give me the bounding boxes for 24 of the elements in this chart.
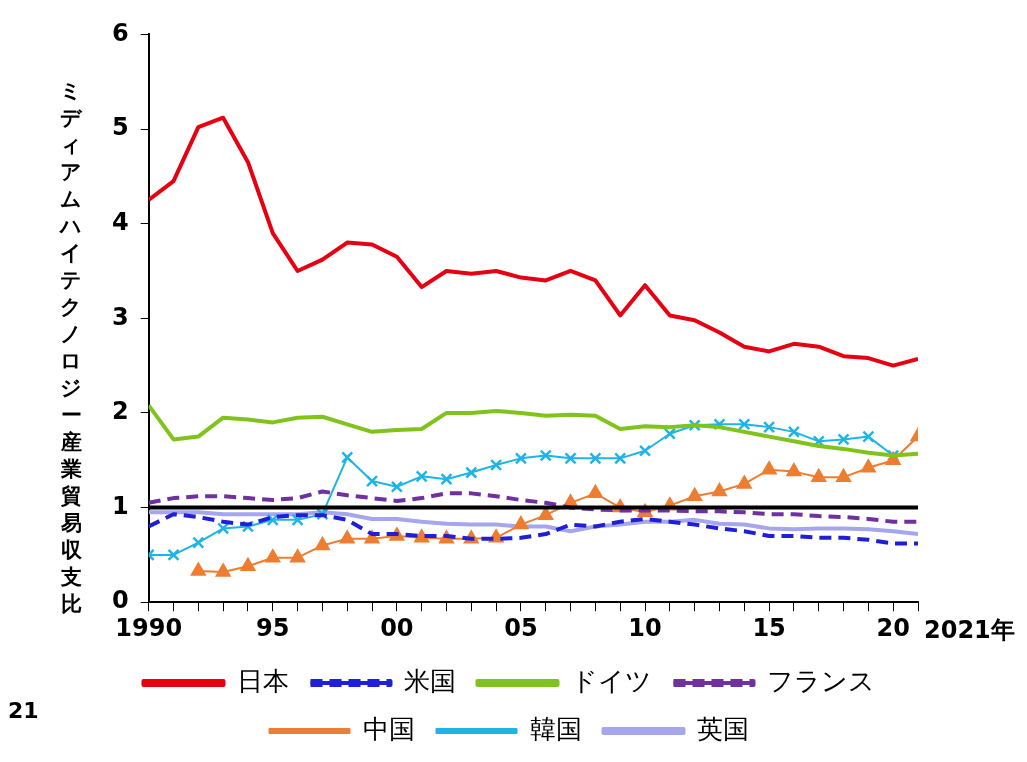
y-tick-label: 6	[112, 18, 129, 47]
legend-label: 米国	[403, 665, 456, 696]
y-tick-label: 5	[112, 113, 129, 142]
y-tick-label: 0	[112, 586, 129, 615]
legend-label: 韓国	[529, 713, 582, 744]
x-axis-title: 2021年	[924, 616, 1015, 645]
legend-label: フランス	[766, 665, 875, 696]
text: ミディアムハイテクノロジー産業貿易収支比	[60, 79, 82, 616]
x-tick-label: 00	[380, 613, 414, 642]
x-tick-label: 1990	[115, 613, 183, 642]
y-tick-label: 2	[112, 397, 129, 426]
text: 21	[8, 698, 39, 723]
x-tick-label: 05	[504, 613, 538, 642]
y-tick-label: 4	[112, 207, 129, 236]
legend-label: 中国	[362, 713, 415, 744]
legend-label: 日本	[236, 665, 289, 696]
x-tick-label: 20	[876, 613, 910, 642]
x-tick-label: 10	[628, 613, 662, 642]
x-tick-label: 95	[256, 613, 290, 642]
y-tick-label: 1	[112, 491, 129, 520]
x-tick-label: 15	[752, 613, 786, 642]
legend-label: 英国	[696, 713, 749, 744]
legend-label: ドイツ	[570, 665, 652, 696]
y-tick-label: 3	[112, 302, 129, 331]
